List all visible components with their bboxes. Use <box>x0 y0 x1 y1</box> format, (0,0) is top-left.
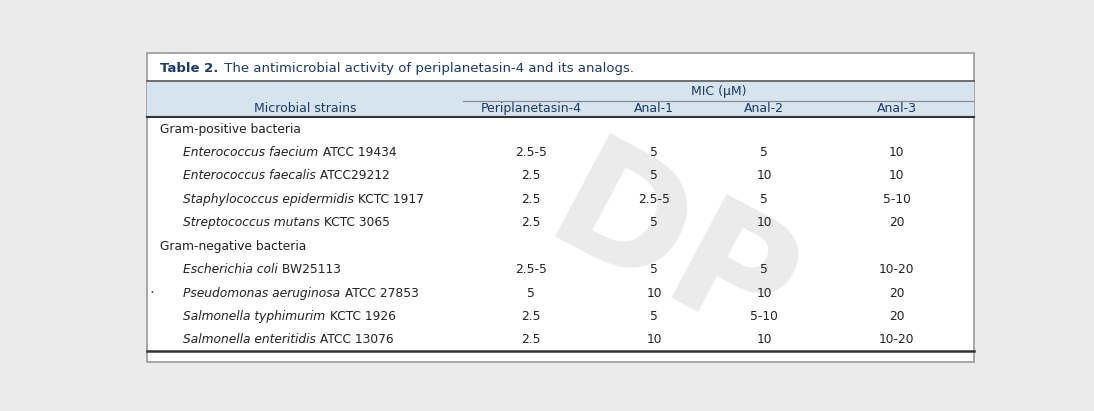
Text: KCTC 1926: KCTC 1926 <box>326 310 395 323</box>
Text: 5: 5 <box>650 169 657 182</box>
Text: 2.5-5: 2.5-5 <box>515 263 547 276</box>
Text: Gram-negative bacteria: Gram-negative bacteria <box>161 240 306 253</box>
Text: 10: 10 <box>647 333 662 346</box>
Text: Periplanetasin-4: Periplanetasin-4 <box>480 102 582 115</box>
Text: The antimicrobial activity of periplanetasin-4 and its analogs.: The antimicrobial activity of periplanet… <box>220 62 633 76</box>
Text: 10: 10 <box>756 169 772 182</box>
Text: 2.5-5: 2.5-5 <box>515 146 547 159</box>
Text: Anal-3: Anal-3 <box>877 102 917 115</box>
Text: 2.5: 2.5 <box>521 193 540 206</box>
Text: 10: 10 <box>889 146 905 159</box>
Text: DP: DP <box>524 128 817 382</box>
Text: Table 2.: Table 2. <box>161 62 219 76</box>
Text: 10: 10 <box>756 286 772 300</box>
Text: 5: 5 <box>760 146 768 159</box>
Text: 10: 10 <box>756 333 772 346</box>
Text: KCTC 3065: KCTC 3065 <box>321 216 391 229</box>
Text: 2.5: 2.5 <box>521 169 540 182</box>
Text: Escherichia coli: Escherichia coli <box>184 263 278 276</box>
Text: 2.5: 2.5 <box>521 216 540 229</box>
Text: ·: · <box>150 286 154 300</box>
Text: 20: 20 <box>889 216 905 229</box>
Text: MIC (μM): MIC (μM) <box>691 85 746 97</box>
Text: ATCC29212: ATCC29212 <box>316 169 389 182</box>
Text: 5: 5 <box>527 286 535 300</box>
Text: 10: 10 <box>647 286 662 300</box>
Text: 5-10: 5-10 <box>750 310 778 323</box>
Text: 10-20: 10-20 <box>880 263 915 276</box>
Text: Microbial strains: Microbial strains <box>254 102 357 115</box>
Text: KCTC 1917: KCTC 1917 <box>354 193 424 206</box>
Text: 2.5: 2.5 <box>521 310 540 323</box>
Text: Anal-2: Anal-2 <box>744 102 784 115</box>
Text: 5: 5 <box>760 193 768 206</box>
Text: ATCC 27853: ATCC 27853 <box>340 286 418 300</box>
Text: BW25113: BW25113 <box>278 263 341 276</box>
Text: Enterococcus faecium: Enterococcus faecium <box>184 146 318 159</box>
Text: 20: 20 <box>889 310 905 323</box>
Text: Gram-positive bacteria: Gram-positive bacteria <box>161 122 301 136</box>
Text: 10-20: 10-20 <box>880 333 915 346</box>
Text: Enterococcus faecalis: Enterococcus faecalis <box>184 169 316 182</box>
Text: Pseudomonas aeruginosa: Pseudomonas aeruginosa <box>184 286 340 300</box>
Text: 5: 5 <box>650 263 657 276</box>
Text: 5-10: 5-10 <box>883 193 911 206</box>
Text: 20: 20 <box>889 286 905 300</box>
Text: ATCC 13076: ATCC 13076 <box>316 333 394 346</box>
Text: 10: 10 <box>756 216 772 229</box>
Bar <box>147 82 975 116</box>
Text: Staphylococcus epidermidis: Staphylococcus epidermidis <box>184 193 354 206</box>
Text: 5: 5 <box>650 146 657 159</box>
Text: 2.5: 2.5 <box>521 333 540 346</box>
Text: Salmonella typhimurim: Salmonella typhimurim <box>184 310 326 323</box>
Text: 5: 5 <box>650 216 657 229</box>
Text: ATCC 19434: ATCC 19434 <box>318 146 396 159</box>
Text: 2.5-5: 2.5-5 <box>638 193 670 206</box>
Text: Anal-1: Anal-1 <box>633 102 674 115</box>
Text: Salmonella enteritidis: Salmonella enteritidis <box>184 333 316 346</box>
Text: Streptococcus mutans: Streptococcus mutans <box>184 216 321 229</box>
Text: 10: 10 <box>889 169 905 182</box>
Text: 5: 5 <box>650 310 657 323</box>
Text: 5: 5 <box>760 263 768 276</box>
